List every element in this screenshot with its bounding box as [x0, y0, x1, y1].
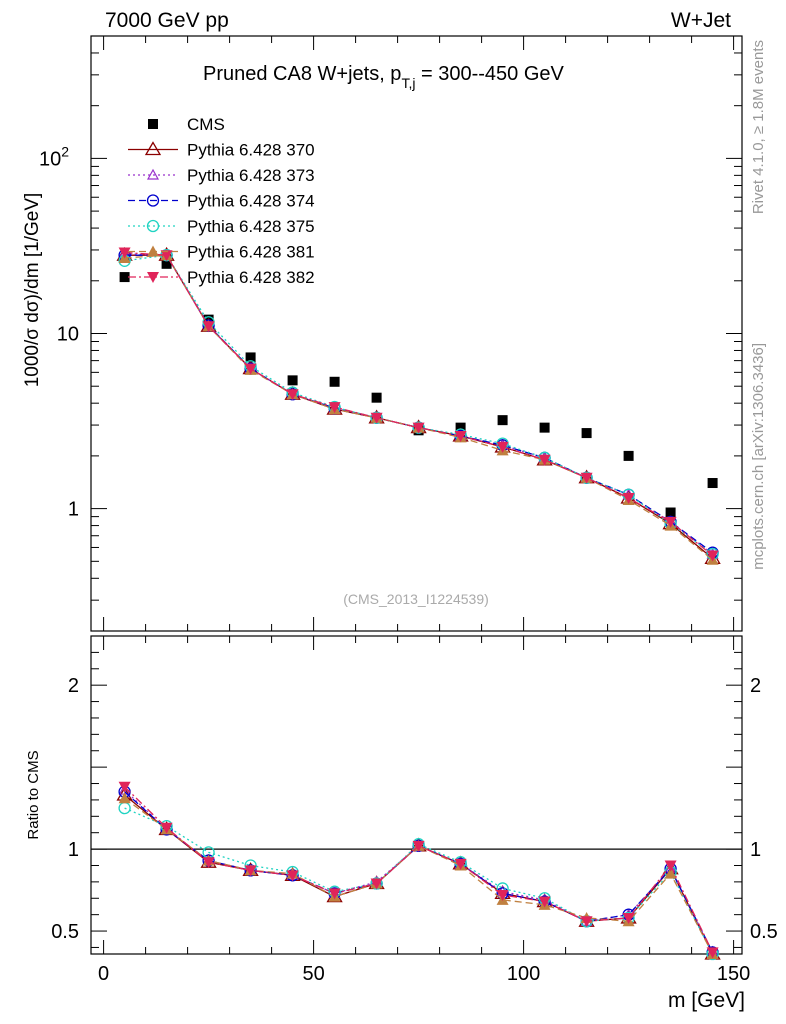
data-point: [202, 321, 215, 333]
process-label: W+Jet: [671, 9, 731, 32]
data-point: [706, 550, 719, 562]
data-point: [496, 889, 509, 901]
legend-label: Pythia 6.428 374: [187, 192, 315, 211]
x-tick-label: 50: [302, 963, 324, 985]
series-line: [124, 254, 714, 559]
y-tick-label: 1: [68, 499, 79, 521]
x-tick-label: 0: [98, 963, 109, 985]
data-point: [665, 507, 676, 518]
ratio-line: [124, 797, 714, 955]
data-point: [286, 389, 299, 401]
x-tick-label: 150: [717, 963, 750, 985]
data-point: [144, 141, 162, 156]
data-point: [329, 376, 340, 387]
x-axis-label: m [GeV]: [668, 989, 745, 1012]
data-point: [160, 822, 173, 834]
energy-label: 7000 GeV pp: [105, 9, 229, 32]
data-point: [370, 412, 383, 424]
data-point: [118, 781, 131, 793]
y-tick-label: 102: [39, 143, 69, 170]
data-point: [119, 272, 130, 283]
legend-label: Pythia 6.428 381: [187, 243, 315, 262]
data-point: [664, 867, 677, 879]
data-point: [580, 472, 593, 484]
data-point: [328, 888, 341, 900]
data-point: [244, 363, 257, 375]
data-point: [148, 119, 158, 129]
data-point: [286, 870, 299, 882]
ratio-line: [124, 789, 714, 953]
data-point: [160, 250, 173, 262]
data-point: [707, 478, 718, 489]
main-y-label: 1000/σ dσ)/dm [1/GeV]: [22, 193, 43, 388]
series-line: [124, 251, 714, 556]
data-point: [245, 352, 256, 363]
data-point: [497, 415, 508, 426]
rivet-label: Rivet 4.1.0, ≥ 1.8M events: [750, 40, 767, 214]
ratio-plot-area: [116, 781, 721, 961]
legend-label: Pythia 6.428 375: [187, 217, 315, 236]
data-point: [370, 878, 383, 890]
ratio-line: [124, 786, 714, 953]
ratio-y-tick-label: 2: [750, 675, 761, 697]
data-point: [146, 219, 160, 233]
main-plot-area: [116, 246, 721, 565]
data-point: [455, 422, 466, 433]
legend: CMS Pythia 6.428 370 Pythia 6.428 373 Pythi…: [128, 115, 315, 287]
ratio-y-label: Ratio to CMS: [25, 750, 42, 839]
series-line: [124, 254, 714, 561]
y-tick-label: 10: [57, 324, 79, 346]
data-point: [244, 865, 257, 877]
data-point: [623, 450, 634, 461]
ratio-line: [124, 791, 714, 953]
data-point: [664, 860, 677, 872]
data-point: [412, 840, 425, 852]
data-point: [118, 792, 131, 804]
legend-label: CMS: [187, 115, 225, 134]
ratio-y-tick-label: 1: [750, 839, 761, 861]
ratio-y-tick-label: 1: [68, 839, 79, 861]
ratio-line: [124, 794, 714, 955]
data-point: [161, 258, 172, 269]
data-point: [538, 454, 551, 466]
data-point: [454, 858, 467, 870]
series-line: [124, 254, 713, 554]
data-point: [454, 430, 467, 442]
data-point: [706, 947, 719, 959]
data-point: [371, 392, 382, 403]
data-point: [147, 272, 159, 283]
data-point: [622, 912, 635, 924]
axis-ticks: 0 50 100 150 1 10 102 0.5 0.5 1 1 2 2: [39, 35, 778, 985]
data-point: [581, 428, 592, 439]
data-point: [580, 916, 593, 928]
legend-label: Pythia 6.428 370: [187, 141, 315, 160]
data-point: [664, 516, 677, 528]
data-point: [118, 247, 131, 259]
data-point: [146, 194, 160, 207]
data-point: [496, 441, 509, 453]
ratio-frame: [90, 635, 743, 955]
mcplots-label: mcplots.cern.ch [arXiv:1306.3436]: [750, 343, 767, 570]
data-point: [287, 375, 298, 386]
data-point: [202, 857, 215, 869]
data-point: [147, 245, 159, 257]
data-point: [328, 402, 341, 414]
data-point: [538, 896, 551, 908]
data-point: [622, 492, 635, 504]
legend-label: Pythia 6.428 382: [187, 268, 315, 287]
ratio-y-tick-label: 2: [68, 675, 79, 697]
analysis-id: (CMS_2013_I1224539): [343, 591, 489, 607]
ratio-y-tick-label: 0.5: [51, 921, 79, 943]
ratio-line: [124, 807, 714, 955]
legend-label: Pythia 6.428 373: [187, 166, 315, 185]
main-title: Pruned CA8 W+jets, pT,j = 300--450 GeV: [203, 63, 565, 91]
data-point: [539, 422, 550, 433]
ratio-y-tick-label: 0.5: [750, 921, 778, 943]
series-line: [124, 253, 713, 555]
data-point: [146, 168, 160, 180]
x-tick-label: 100: [507, 963, 540, 985]
series-line: [124, 254, 713, 555]
data-point: [412, 422, 425, 434]
